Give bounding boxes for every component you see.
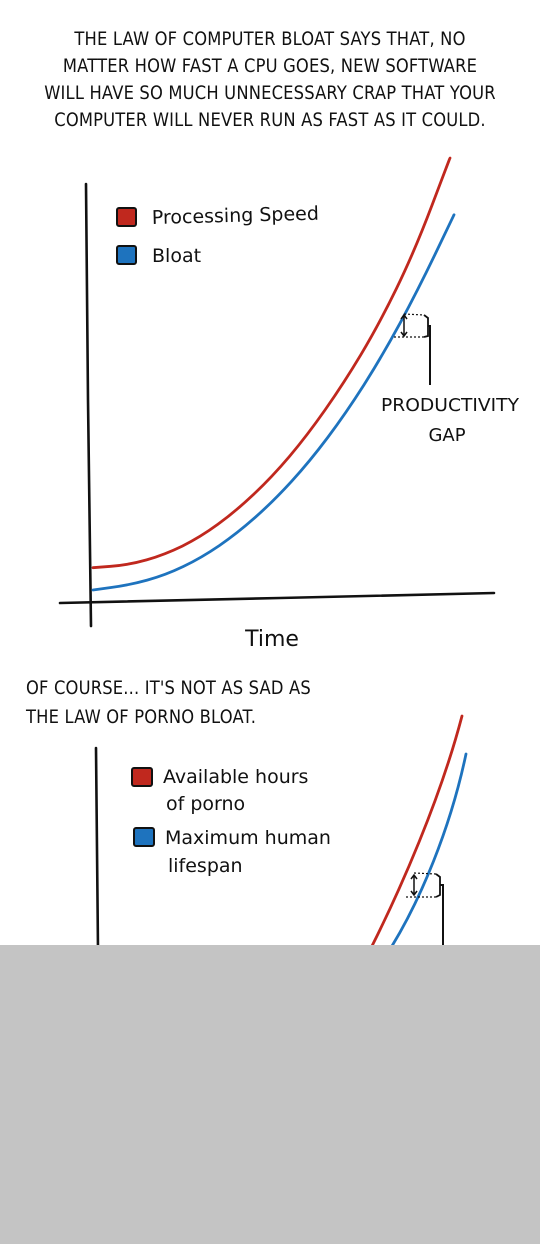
- legend-swatch-available-hours: [131, 767, 153, 787]
- chart-1-x-axis-label: Time: [244, 627, 299, 652]
- chart-2-y-axis: [94, 746, 100, 952]
- legend-label-human-lifespan-line-1: Maximum human: [165, 827, 331, 849]
- chart-1-x-axis: [58, 591, 496, 605]
- porno-gap-marker: [406, 872, 444, 948]
- porno-caption-line-2: THE LAW OF PORNO BLOAT.: [26, 706, 257, 728]
- legend-label-processing-speed: Processing Speed: [152, 203, 320, 229]
- legend-label-human-lifespan-line-2: lifespan: [168, 855, 243, 877]
- legend-label-available-hours-line-2: of porno: [166, 793, 245, 815]
- chart-2-line-human-lifespan: [390, 752, 468, 948]
- intro-caption-line-1: THE LAW OF COMPUTER BLOAT SAYS THAT, NO: [74, 28, 466, 50]
- computer-bloat-chart: Processing Speed Bloat PRODUCTIVITY GAP …: [58, 156, 520, 652]
- legend-label-available-hours-line-1: Available hours: [163, 766, 308, 788]
- legend-swatch-processing-speed: [116, 207, 137, 227]
- legend-label-bloat: Bloat: [152, 245, 201, 267]
- intro-caption-line-3: WILL HAVE SO MUCH UNNECESSARY CRAP THAT …: [44, 82, 496, 104]
- annotation-productivity-gap-line-2: GAP: [428, 425, 465, 446]
- chart-1-line-processing-speed: [91, 156, 452, 570]
- annotation-productivity-gap-line-1: PRODUCTIVITY: [381, 395, 520, 416]
- intro-caption: THE LAW OF COMPUTER BLOAT SAYS THAT, NO …: [0, 26, 540, 134]
- porno-caption: OF COURSE... IT'S NOT AS SAD AS THE LAW …: [26, 674, 526, 732]
- porno-caption-line-1: OF COURSE... IT'S NOT AS SAD AS: [26, 677, 311, 699]
- chart-1-line-bloat: [91, 213, 456, 592]
- intro-caption-line-4: COMPUTER WILL NEVER RUN AS FAST AS IT CO…: [54, 109, 486, 131]
- chart-2-line-available-hours: [370, 714, 464, 948]
- chart-1-y-axis: [84, 182, 93, 628]
- productivity-gap-marker: [394, 313, 431, 385]
- intro-caption-line-2: MATTER HOW FAST A CPU GOES, NEW SOFTWARE: [62, 55, 478, 77]
- legend-swatch-bloat: [116, 245, 137, 265]
- gray-footer-block: [0, 945, 540, 1244]
- legend-swatch-human-lifespan: [133, 827, 155, 847]
